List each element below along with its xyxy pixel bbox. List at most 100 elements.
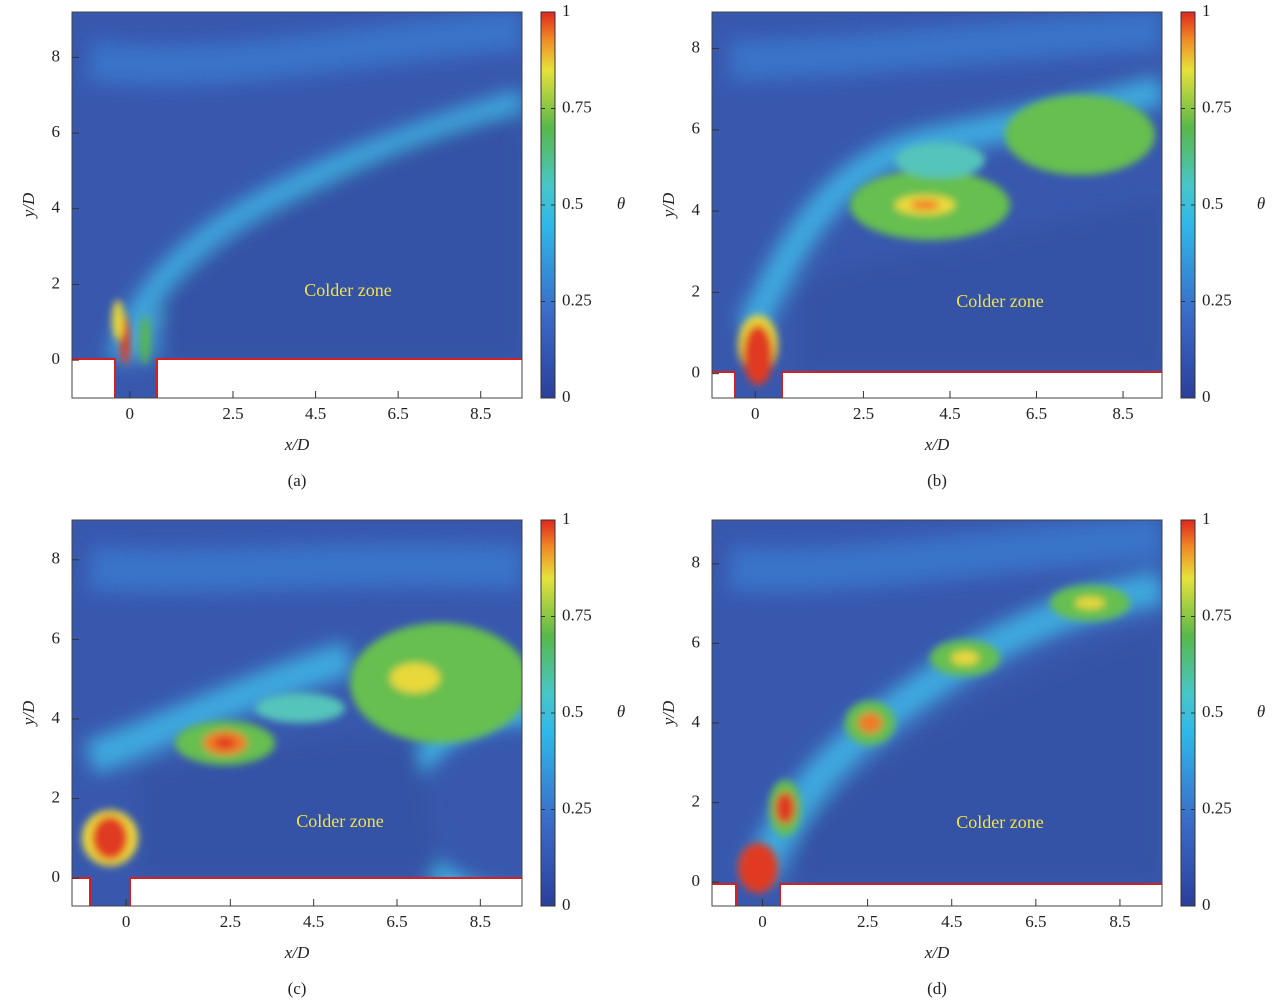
x-tick-label: 6.5 [1026,404,1047,423]
wall [130,878,522,906]
colorbar-tick-label: 0.25 [1202,290,1232,309]
hot-spot [390,663,440,693]
wall [712,884,736,906]
hot-spot [1075,597,1105,609]
plot-frame [71,519,523,907]
plume [729,12,1162,80]
colorbar-tick-label: 0.75 [1202,605,1232,624]
colorbar-label: θ [1257,702,1265,721]
caption: (a) [288,471,307,490]
hot-spot [350,623,522,743]
y-tick-label: 6 [692,119,701,138]
hot-spot [951,651,979,665]
colorbar-tick-label: 0.5 [562,702,583,721]
hot-spot [858,713,882,733]
x-tick-label: 0 [122,912,131,931]
y-tick-label: 4 [52,708,61,727]
plume [86,12,522,86]
y-axis-label: y/D [659,700,678,727]
colorbar-tick-label: 0.25 [1202,798,1232,817]
y-tick-label: 2 [52,273,61,292]
y-tick-label: 2 [692,281,701,300]
y-tick-label: 4 [52,198,61,217]
wall [782,372,1162,398]
x-axis-label: x/D [284,943,310,962]
wall [712,372,735,398]
x-tick-label: 6.5 [1025,912,1046,931]
y-tick-label: 0 [52,867,61,886]
x-tick-label: 0 [758,912,767,931]
hot-spots [738,585,1130,893]
x-tick-label: 2.5 [222,404,243,423]
colorbar-label: θ [1257,194,1265,213]
panel: Colder zone 0 2.5 4.5 6.5 8.5 0 2 4 6 8 x/D y/D (b) 0 0… [659,1,1265,490]
caption: (c) [288,979,307,998]
colorbar-tick-label: 0 [1202,387,1211,406]
x-tick-label: 0 [126,404,135,423]
caption: (b) [927,471,947,490]
contour-field [72,12,522,398]
y-tick-label: 8 [692,37,701,56]
plume [728,520,1162,593]
colorbar-tick-label: 1 [562,509,571,528]
x-axis-label: x/D [924,435,950,454]
colorbar-tick-label: 0 [562,895,571,914]
cold-zone [140,734,440,876]
colorbar-tick-label: 0.25 [562,798,592,817]
hot-spot [743,325,773,385]
colorbar-tick-label: 0.5 [562,194,583,213]
y-tick-label: 8 [52,549,61,568]
hot-spots [82,623,522,866]
annotation: Colder zone [304,280,391,300]
panel: Colder zone 0 2.5 4.5 6.5 8.5 0 2 4 6 8 x/D y/D (d) 0 0… [659,509,1265,998]
plume [107,89,522,364]
cold-zone [800,200,1162,370]
hot-spot [910,200,940,210]
hot-spots [112,300,150,365]
wall [72,878,90,906]
contour-field [72,520,522,906]
panel: Colder zone 0 2.5 4.5 6.5 8.5 0 2 4 6 8 x/D y/D (a) 0 0… [19,1,625,490]
x-tick-label: 6.5 [386,912,407,931]
colorbar-tick-label: 0.5 [1202,702,1223,721]
y-axis-label: y/D [19,700,38,727]
y-tick-label: 4 [692,712,701,731]
panel: Colder zone 0 2.5 4.5 6.5 8.5 0 2 4 6 8 x/D y/D (c) 0 0… [19,509,625,998]
colorbar-label: θ [617,702,625,721]
colorbar-tick-label: 1 [1202,509,1211,528]
colorbar-tick-label: 1 [562,1,571,20]
contour-field [712,12,1162,398]
hot-spot [895,142,985,178]
y-tick-label: 6 [692,632,701,651]
hot-spot [112,300,124,340]
y-tick-label: 4 [692,200,701,219]
x-tick-label: 6.5 [388,404,409,423]
plot-frame [711,11,1163,399]
hot-spot [255,693,345,723]
x-tick-label: 2.5 [853,404,874,423]
wall-edge [712,371,1162,398]
colorbar-tick-label: 1 [1202,1,1211,20]
plume [84,641,355,775]
contour-field [712,520,1162,906]
x-tick-label: 8.5 [1109,912,1130,931]
x-tick-label: 4.5 [305,404,326,423]
colorbar-tick-label: 0.5 [1202,194,1223,213]
x-axis-label: x/D [924,943,950,962]
hot-spot [1005,95,1155,175]
x-tick-label: 8.5 [470,404,491,423]
hot-spots [738,95,1155,385]
field-shapes [86,12,522,364]
colorbar-tick-label: 0.25 [562,290,592,309]
x-tick-label: 2.5 [857,912,878,931]
y-tick-label: 2 [692,791,701,810]
annotation: Colder zone [296,811,383,831]
x-tick-label: 4.5 [939,404,960,423]
y-axis-label: y/D [19,192,38,219]
wall-edge [72,358,522,398]
hot-spot [775,792,795,824]
y-tick-label: 6 [52,628,61,647]
colorbar-tick-label: 0.75 [562,97,592,116]
x-tick-label: 2.5 [220,912,241,931]
colorbar-tick-label: 0.75 [562,605,592,624]
